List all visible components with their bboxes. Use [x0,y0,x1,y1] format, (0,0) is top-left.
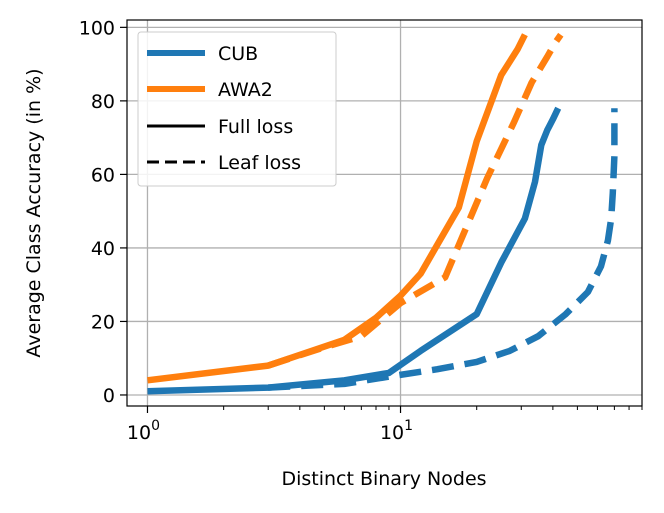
legend-label-cub: CUB [218,43,258,65]
axis-ticks: 0 20 40 60 80 100 100 101 [79,17,643,444]
legend-label-awa2: AWA2 [218,79,273,101]
y-tick-label: 60 [91,164,115,186]
y-tick-label: 100 [79,17,115,39]
series-line-cub-full-loss [147,106,562,395]
legend: CUB AWA2 Full loss Leaf loss [137,31,337,187]
x-tick-label: 101 [380,418,413,444]
legend-label-full-loss: Full loss [218,116,293,138]
legend-label-leaf-loss: Leaf loss [218,152,301,174]
y-tick-label: 40 [91,238,115,260]
plot-area-border [126,19,643,407]
y-tick-label: 80 [91,91,115,113]
legend-box [137,31,337,187]
y-axis-label: Average Class Accuracy (in %) [23,68,45,357]
x-axis-label: Distinct Binary Nodes [281,468,486,490]
y-tick-label: 0 [103,385,115,407]
series-line-cub-leaf-loss [268,108,618,391]
series-line-awa2-leaf-loss [267,32,564,369]
y-tick-label: 20 [91,311,115,333]
series-lines [147,32,618,395]
x-tick-label: 100 [127,418,160,444]
